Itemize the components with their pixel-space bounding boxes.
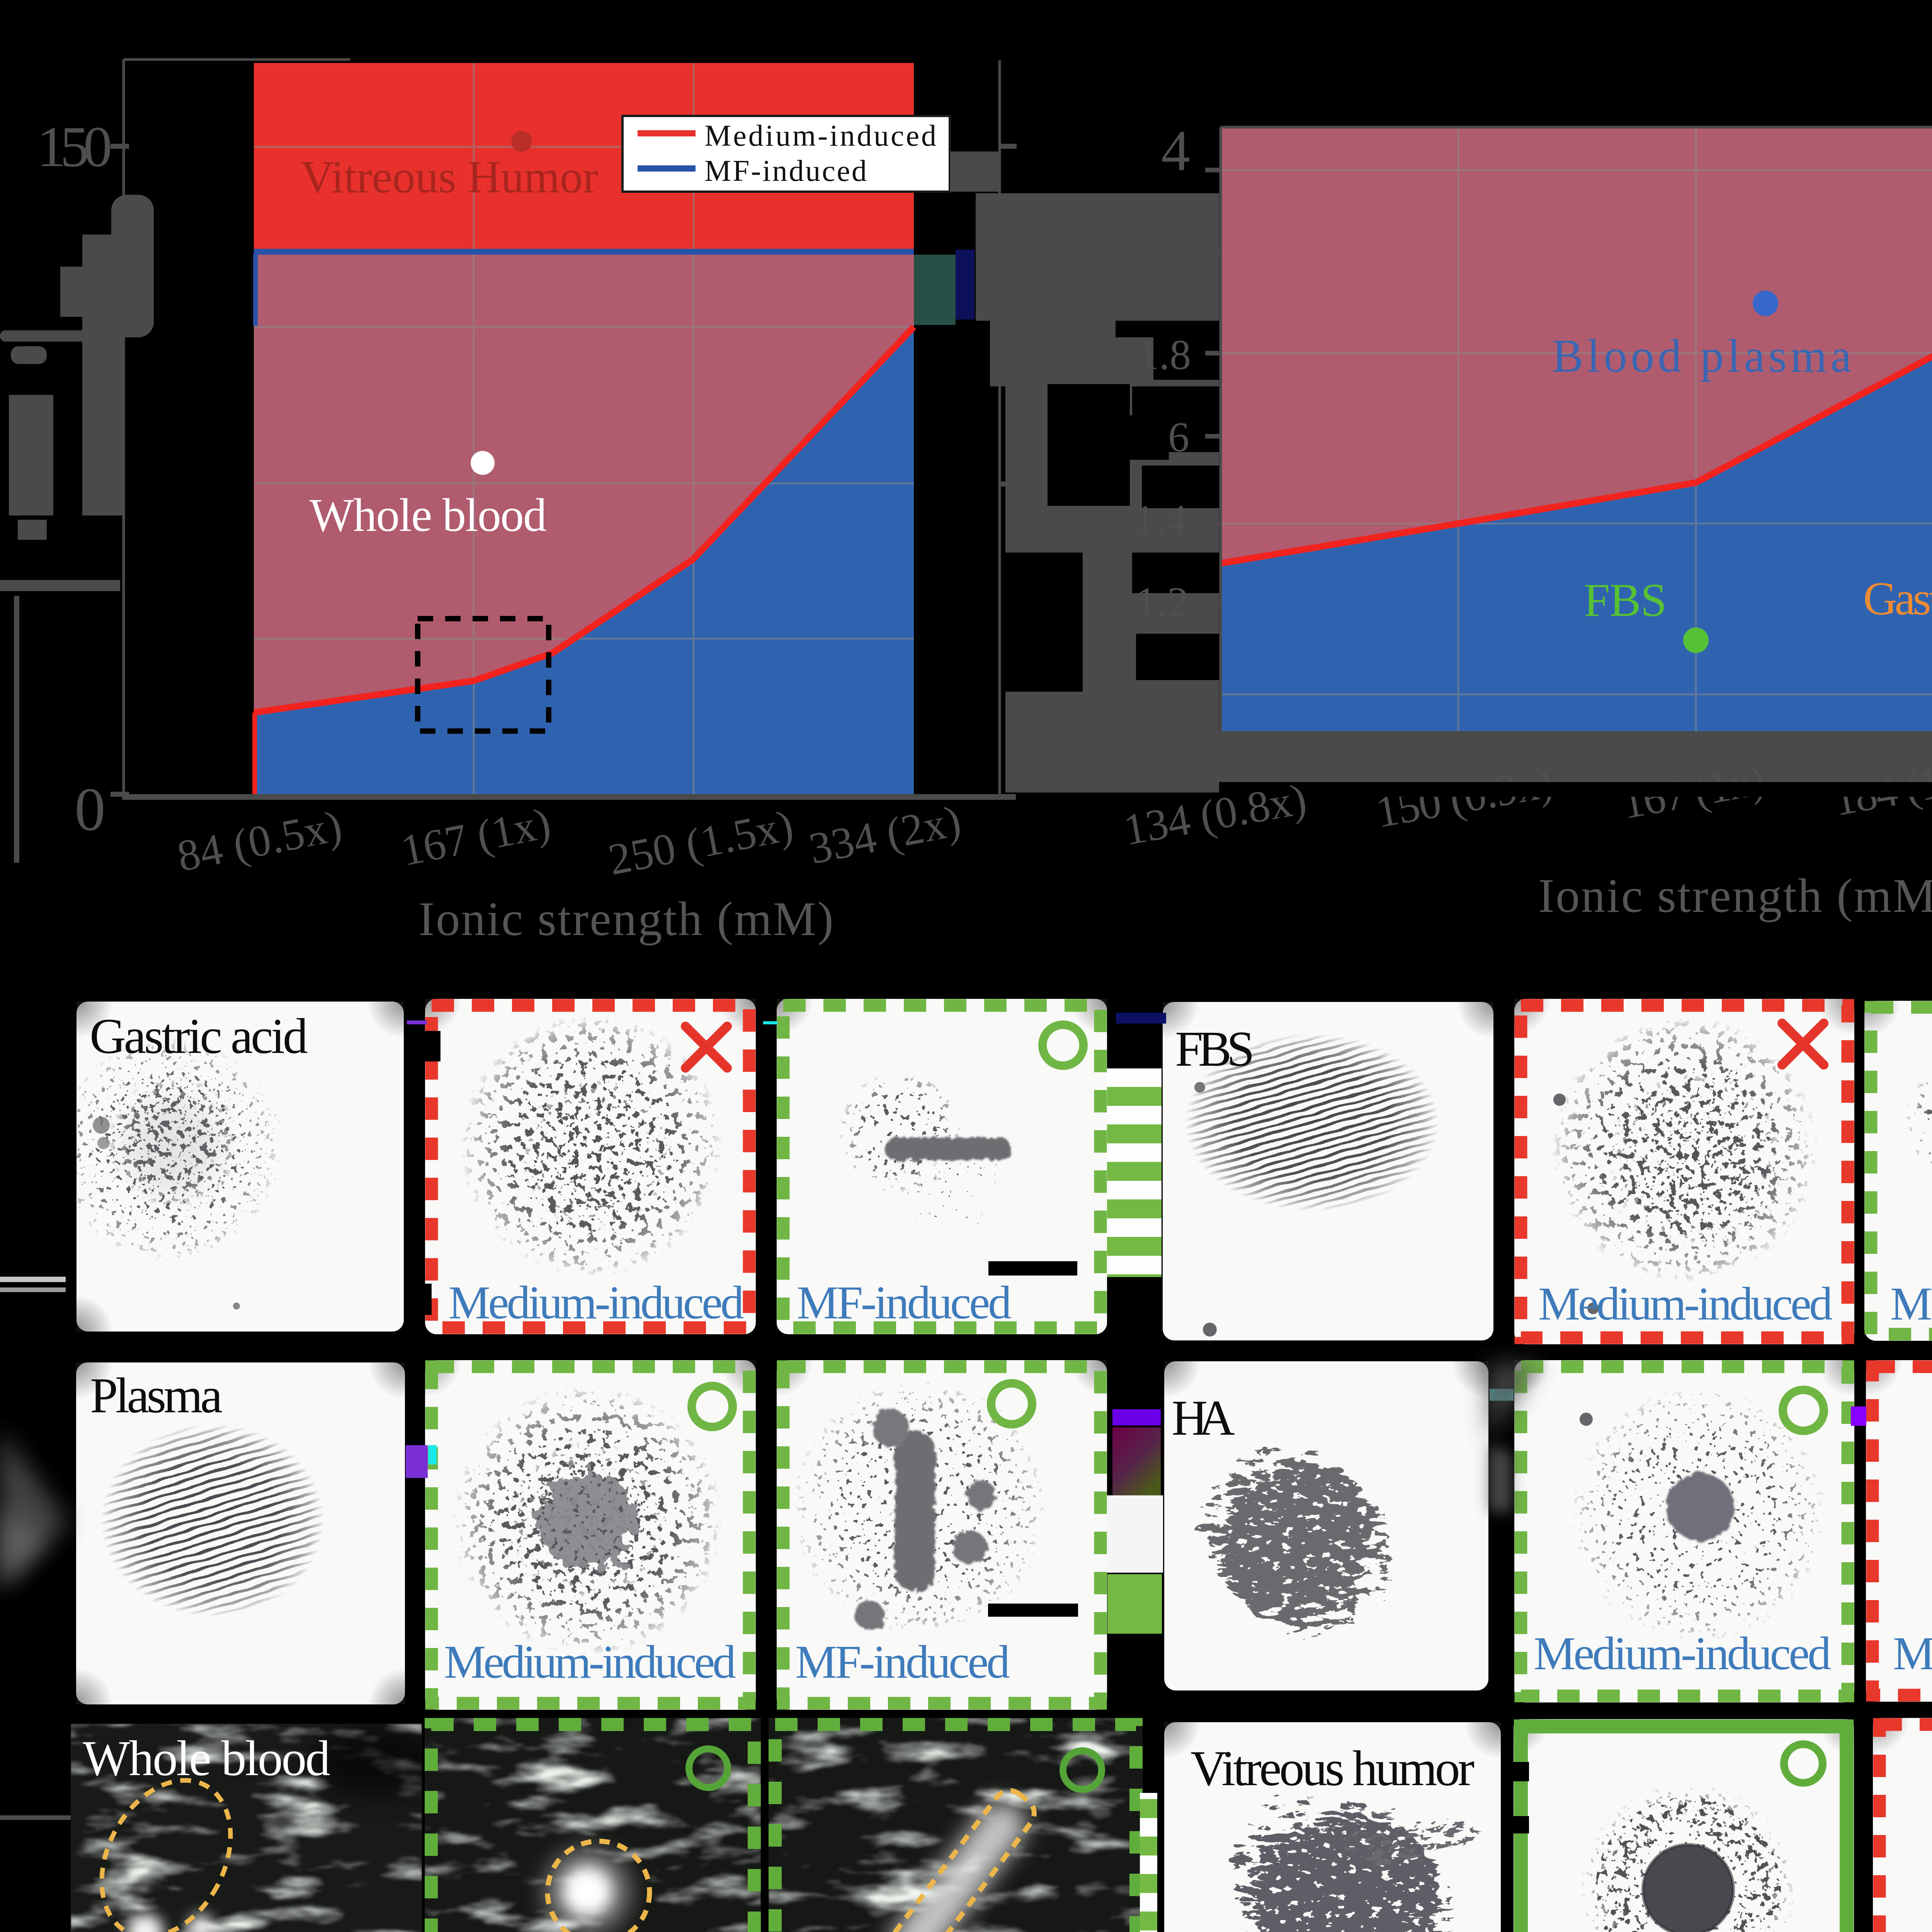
svg-text:HA: HA — [1172, 1390, 1235, 1446]
svg-text:MF-induced: MF-induced — [704, 154, 867, 187]
svg-text:MF-induced: MF-induced — [797, 1277, 1012, 1329]
svg-text:1.8: 1.8 — [1138, 331, 1191, 378]
svg-text:Ionic strength (mM): Ionic strength (mM) — [1538, 869, 1932, 923]
svg-text:MF-induced: MF-induced — [1890, 1278, 1932, 1330]
svg-text:Gastric acid: Gastric acid — [90, 1009, 308, 1064]
svg-text:FBS: FBS — [1175, 1021, 1255, 1077]
svg-text:Whole blood: Whole blood — [83, 1731, 330, 1786]
svg-text:Gastric acid: Gastric acid — [1863, 573, 1932, 625]
svg-text:Plasma: Plasma — [90, 1368, 223, 1423]
svg-text:1.2: 1.2 — [1136, 578, 1189, 626]
svg-text:Vitreous Humor: Vitreous Humor — [301, 151, 598, 202]
svg-text:MF-induced: MF-induced — [795, 1636, 1010, 1688]
svg-text:FBS: FBS — [1584, 574, 1667, 626]
svg-text:1.4: 1.4 — [1134, 496, 1187, 543]
svg-text:Medium-induced: Medium-induced — [444, 1636, 736, 1688]
svg-text:Whole blood: Whole blood — [310, 489, 547, 541]
svg-text:4: 4 — [1161, 119, 1190, 183]
svg-text:Medium-induced: Medium-induced — [449, 1277, 744, 1329]
svg-text:0: 0 — [75, 775, 105, 844]
svg-text:MF-induced: MF-induced — [1893, 1628, 1932, 1680]
svg-text:Blood plasma: Blood plasma — [1552, 330, 1852, 382]
svg-text:Medium-induced: Medium-induced — [1534, 1628, 1831, 1680]
svg-text:Medium-induced: Medium-induced — [704, 119, 936, 152]
svg-text:Vitreous humor: Vitreous humor — [1190, 1741, 1475, 1796]
svg-text:Ionic strength (mM): Ionic strength (mM) — [418, 893, 833, 946]
svg-text:150: 150 — [37, 115, 112, 179]
svg-text:Medium-induced: Medium-induced — [1538, 1278, 1833, 1330]
